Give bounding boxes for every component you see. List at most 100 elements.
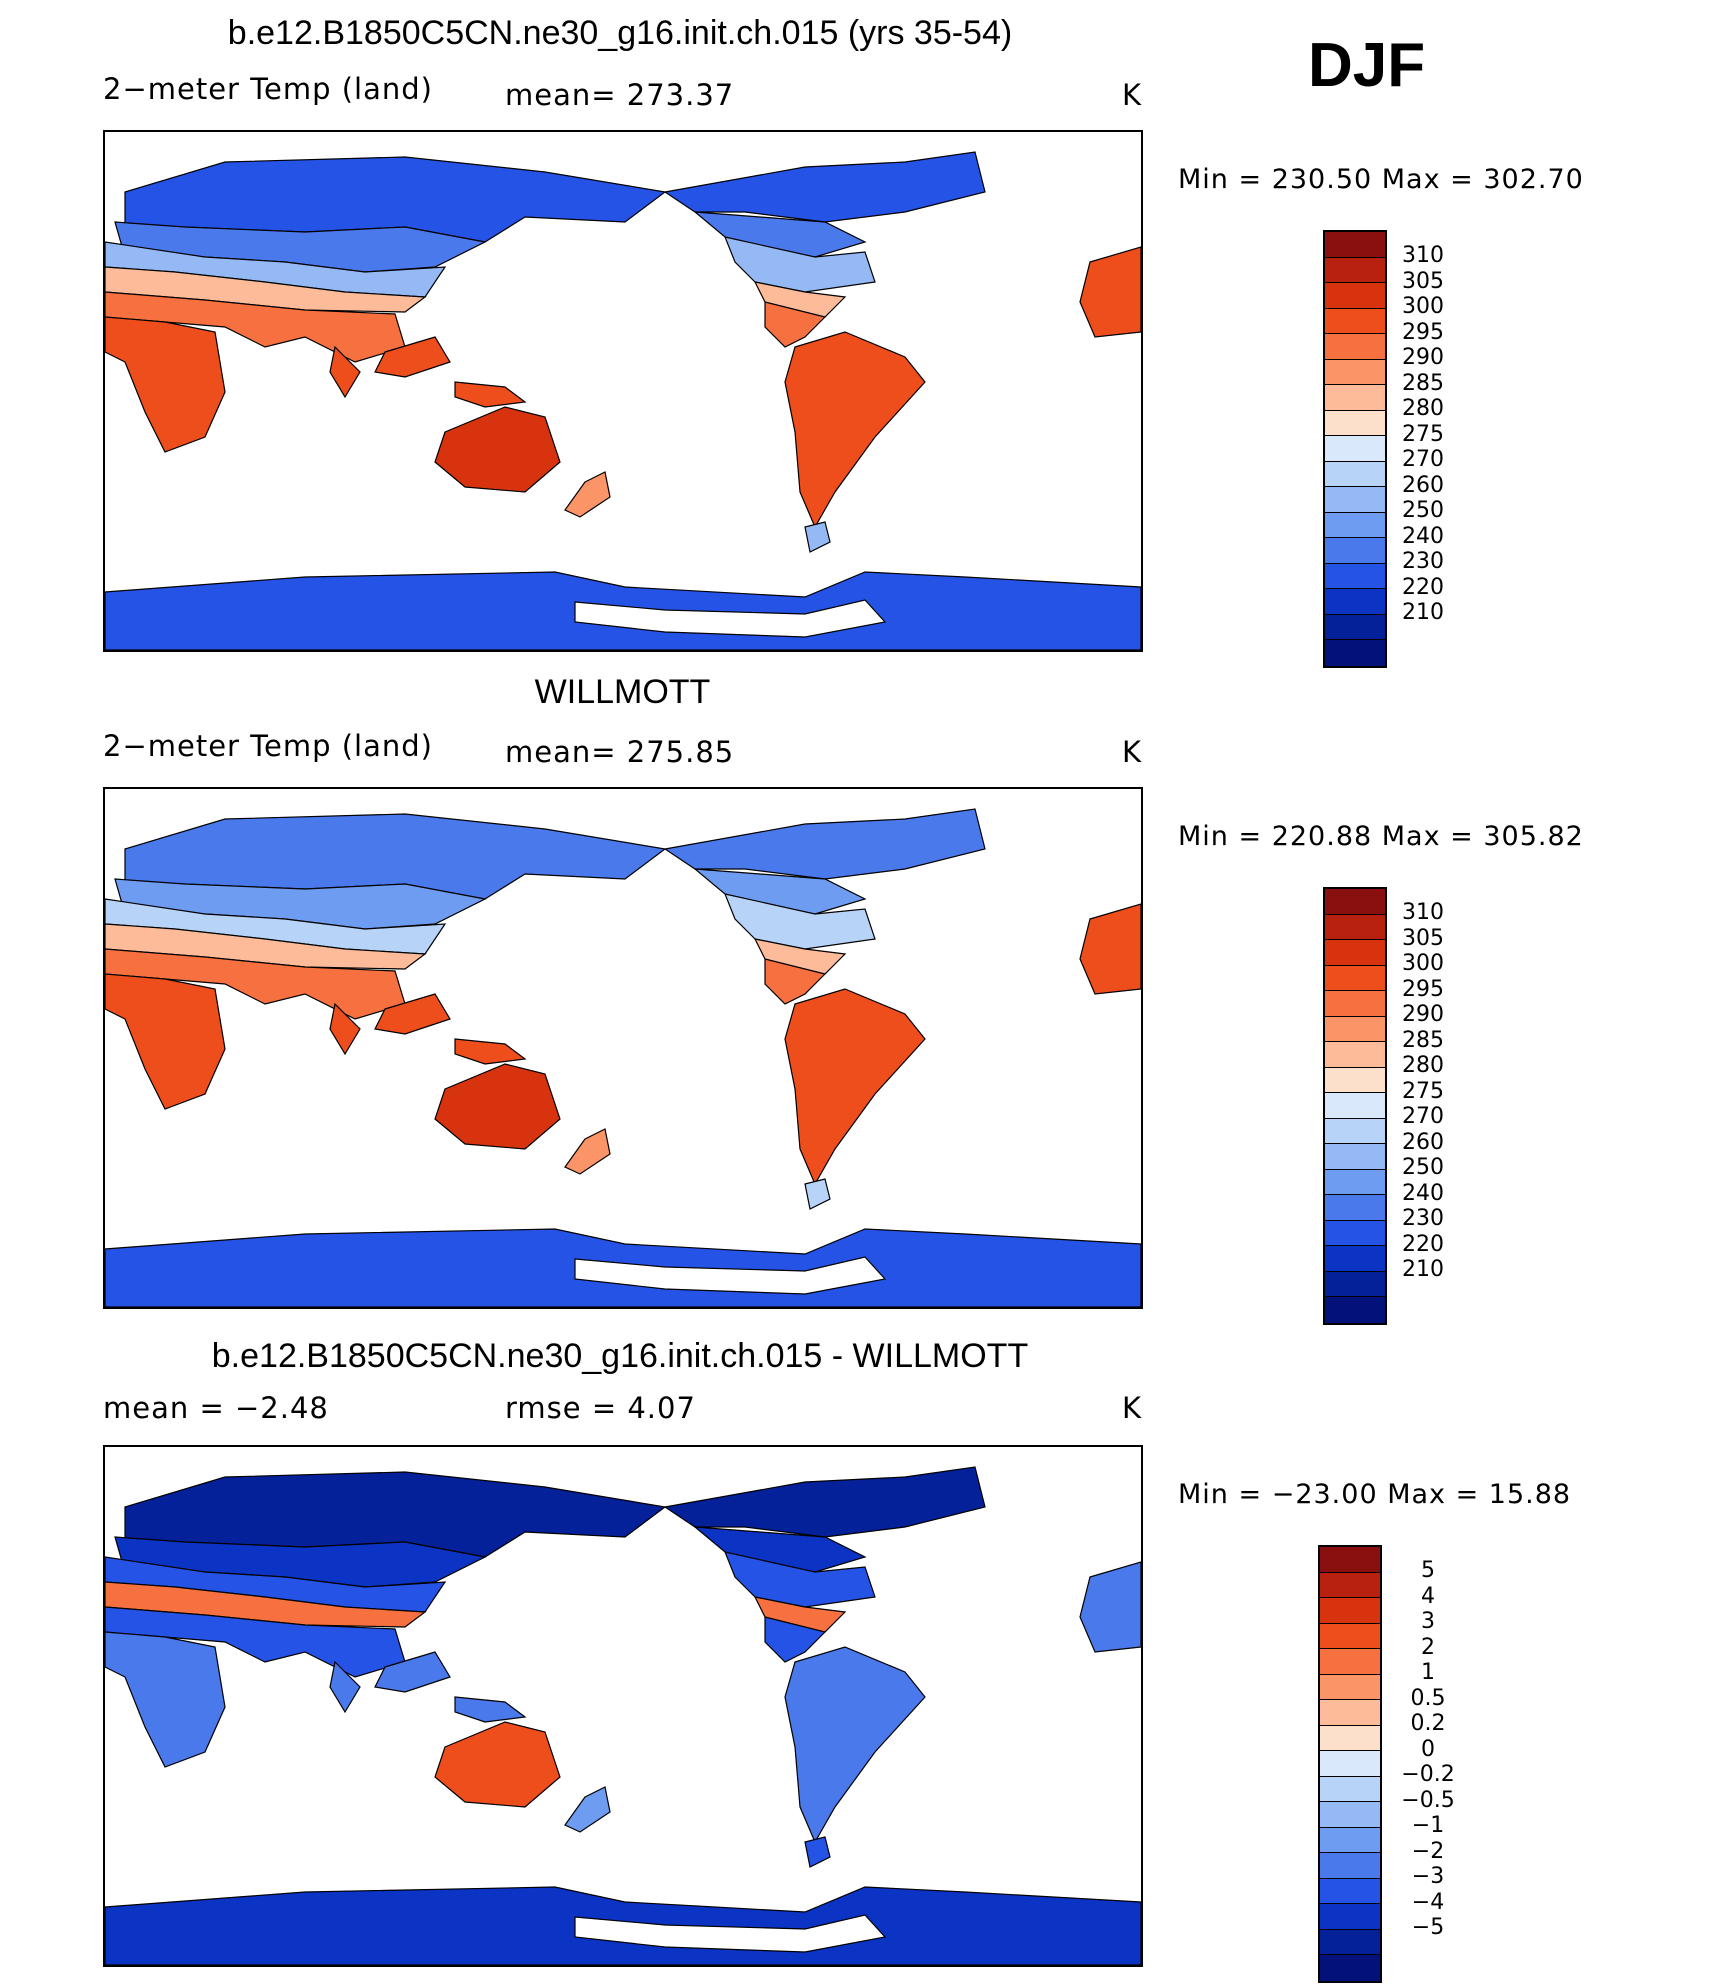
colorbar-tick-label: −2: [1411, 1838, 1445, 1864]
colorbar-cell: [1325, 461, 1385, 487]
landmass-region: [105, 316, 226, 453]
colorbar-tick-label: 250: [1402, 1155, 1444, 1180]
landmass-region: [724, 236, 876, 293]
landmass-region: [1079, 903, 1141, 995]
colorbar-tick-label: 240: [1402, 523, 1444, 549]
panel1-title: b.e12.B1850C5CN.ne30_g16.init.ch.015 (yr…: [227, 14, 1013, 52]
colorbar-cell: [1325, 991, 1385, 1017]
colorbar-cell: [1325, 940, 1385, 966]
landmass-region: [764, 1616, 827, 1663]
panel1-map: [103, 130, 1143, 652]
colorbar-cell: [1320, 1878, 1380, 1904]
colorbar-tick-label: 275: [1402, 1078, 1444, 1104]
landmass-region: [1079, 246, 1141, 338]
colorbar-tick-label: 310: [1402, 243, 1444, 268]
colorbar-tick-label: 270: [1402, 447, 1444, 472]
landmass-region: [804, 1178, 831, 1210]
landmass-region: [454, 1696, 527, 1723]
colorbar-tick-label: 290: [1402, 1002, 1444, 1027]
colorbar-tick-label: 250: [1402, 498, 1444, 523]
colorbar-cell: [1325, 410, 1385, 436]
panel1-map-svg: [105, 151, 1141, 650]
landmass-region: [564, 471, 611, 518]
panel3-units: K: [1122, 1391, 1143, 1425]
colorbar-tick-label: 220: [1402, 574, 1444, 600]
colorbar-cell: [1325, 359, 1385, 385]
colorbar-tick-label: 305: [1402, 925, 1444, 951]
colorbar-tick-label: −0.2: [1401, 1762, 1455, 1787]
colorbar-cell: [1320, 1751, 1380, 1777]
landmass-region: [724, 893, 876, 950]
landmass-region: [329, 345, 361, 399]
panel1-colorbar: [1323, 230, 1387, 668]
colorbar-cell: [1320, 1700, 1380, 1726]
panel1-colorbar-labels: 310 305 300 295 290 285 280 275 270 260 250 240 230 2…: [1402, 243, 1444, 626]
colorbar-tick-label: 285: [1402, 370, 1444, 396]
colorbar-tick-label: 280: [1402, 396, 1444, 421]
colorbar-tick-label: 210: [1402, 1257, 1444, 1282]
landmass-region: [663, 808, 986, 880]
colorbar-tick-label: 270: [1402, 1104, 1444, 1129]
colorbar-tick-label: 305: [1402, 268, 1444, 294]
colorbar-cell: [1320, 1572, 1380, 1598]
panel3-map-svg: [105, 1466, 1141, 1965]
colorbar-tick-label: 310: [1402, 900, 1444, 925]
colorbar-cell: [1320, 1547, 1380, 1573]
colorbar-tick-label: 295: [1402, 319, 1444, 345]
panel2-units: K: [1122, 735, 1143, 769]
landmass-region: [764, 301, 827, 348]
season-label: DJF: [1308, 31, 1426, 100]
colorbar-tick-label: −4: [1411, 1889, 1445, 1915]
colorbar-cell: [1325, 257, 1385, 283]
colorbar-tick-label: 300: [1402, 294, 1444, 319]
landmass-region: [329, 1660, 361, 1714]
colorbar-cell: [1320, 1827, 1380, 1853]
landmass-region: [374, 993, 451, 1035]
colorbar-cell: [1325, 283, 1385, 309]
colorbar-tick-label: 5: [1421, 1558, 1435, 1583]
colorbar-cell: [1325, 1297, 1385, 1323]
colorbar-cell: [1325, 308, 1385, 334]
panel2-title: WILLMOTT: [534, 673, 711, 711]
landmass-region: [564, 1128, 611, 1175]
colorbar-tick-label: 0.5: [1410, 1685, 1446, 1711]
colorbar-tick-label: 1: [1421, 1660, 1435, 1685]
colorbar-tick-label: −1: [1411, 1813, 1445, 1838]
colorbar-cell: [1325, 1118, 1385, 1144]
colorbar-cell: [1325, 436, 1385, 462]
panel3-rmse: rmse = 4.07: [505, 1391, 696, 1425]
panel2-mean: mean= 275.85: [505, 735, 735, 769]
colorbar-cell: [1325, 1246, 1385, 1272]
colorbar-cell: [1325, 487, 1385, 513]
panel2-colorbar: [1323, 887, 1387, 1325]
panel1-variable-label: 2−meter Temp (land): [103, 72, 433, 106]
panel1-mean: mean= 273.37: [505, 78, 735, 112]
panel2-map-svg: [105, 808, 1141, 1307]
colorbar-tick-label: 0: [1421, 1736, 1435, 1762]
colorbar-tick-label: 300: [1402, 951, 1444, 976]
colorbar-cell: [1325, 640, 1385, 666]
landmass-region: [454, 1038, 527, 1065]
colorbar-cell: [1325, 385, 1385, 411]
colorbar-tick-label: 260: [1402, 1129, 1444, 1155]
colorbar-tick-label: 2: [1421, 1634, 1435, 1660]
panel2-map: [103, 787, 1143, 1309]
landmass-region: [663, 151, 986, 223]
colorbar-cell: [1325, 1016, 1385, 1042]
panel2-colorbar-labels: 310 305 300 295 290 285 280 275 270 260 250 240 230 2…: [1402, 900, 1444, 1283]
colorbar-cell: [1325, 1220, 1385, 1246]
landmass-region: [105, 973, 226, 1110]
colorbar-cell: [1325, 1067, 1385, 1093]
colorbar-tick-label: 0.2: [1410, 1711, 1446, 1736]
colorbar-tick-label: 240: [1402, 1180, 1444, 1206]
colorbar-tick-label: −3: [1411, 1864, 1445, 1889]
landmass-region: [784, 1646, 926, 1844]
colorbar-tick-label: 275: [1402, 421, 1444, 447]
landmass-region: [663, 1466, 986, 1538]
colorbar-tick-label: 295: [1402, 976, 1444, 1002]
landmass-region: [804, 521, 831, 553]
colorbar-tick-label: 230: [1402, 549, 1444, 574]
colorbar-tick-label: 4: [1421, 1583, 1435, 1609]
colorbar-cell: [1325, 1195, 1385, 1221]
colorbar-cell: [1325, 1169, 1385, 1195]
